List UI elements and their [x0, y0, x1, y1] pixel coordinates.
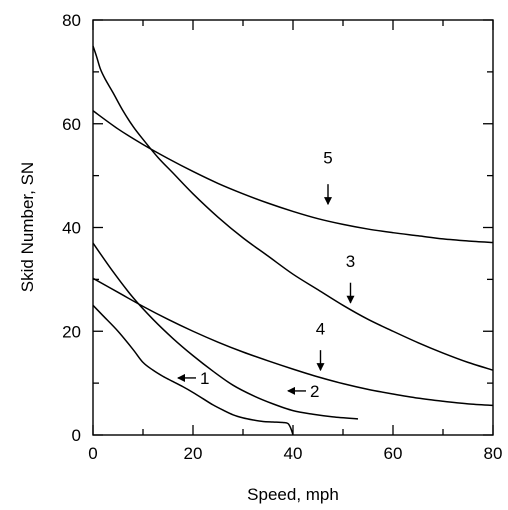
- curve-label-2: 2: [310, 382, 319, 401]
- y-tick-label: 40: [62, 219, 81, 238]
- curves: [92, 45, 494, 436]
- x-tick-label: 20: [184, 444, 203, 463]
- y-tick-label: 20: [62, 322, 81, 341]
- x-tick-label: 60: [384, 444, 403, 463]
- y-axis-title: Skid Number, SN: [18, 162, 37, 292]
- curve-label-5: 5: [323, 148, 332, 167]
- x-tick-label: 0: [88, 444, 97, 463]
- curve-label-3: 3: [346, 252, 355, 271]
- axis-ticks: [92, 19, 494, 436]
- curve-annotations: 1 2 3 4 5: [177, 148, 355, 401]
- curve-1: [92, 304, 294, 436]
- curve-2: [92, 242, 359, 420]
- tick-labels: 0 20 40 60 80 0 20 40 60 80: [62, 11, 502, 463]
- curve-label-4: 4: [316, 320, 325, 339]
- curve-3: [92, 45, 494, 371]
- curve-label-1: 1: [200, 369, 209, 388]
- plot-frame: [92, 19, 494, 436]
- x-tick-label: 80: [484, 444, 503, 463]
- x-axis-title: Speed, mph: [247, 485, 339, 504]
- curve-5: [92, 110, 494, 244]
- x-tick-label: 40: [284, 444, 303, 463]
- y-tick-label: 0: [72, 426, 81, 445]
- y-tick-label: 60: [62, 115, 81, 134]
- curve-4: [92, 277, 494, 407]
- y-tick-label: 80: [62, 11, 81, 30]
